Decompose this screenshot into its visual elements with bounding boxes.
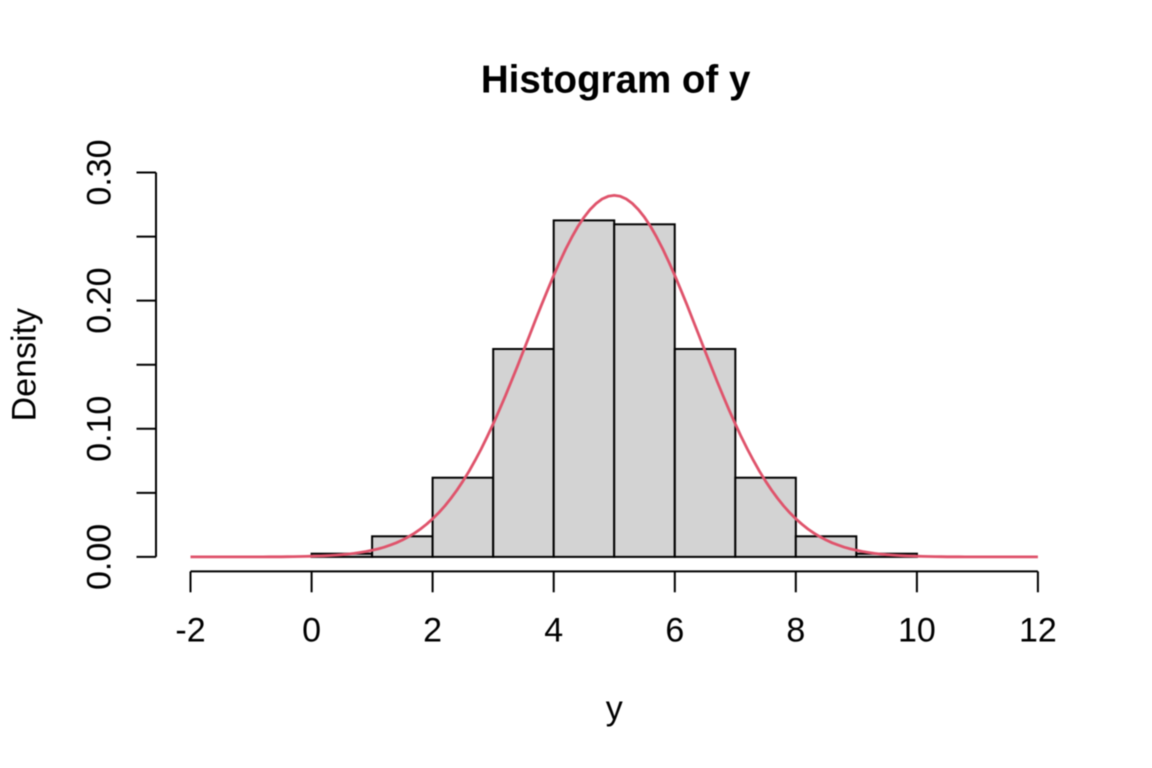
svg-text:0.20: 0.20 <box>81 268 119 334</box>
svg-text:y: y <box>606 690 623 728</box>
svg-text:0.10: 0.10 <box>81 396 119 462</box>
svg-text:6: 6 <box>665 612 684 650</box>
svg-text:2: 2 <box>423 612 442 650</box>
svg-text:Histogram of y: Histogram of y <box>481 58 751 101</box>
svg-text:8: 8 <box>786 612 805 650</box>
svg-text:0.30: 0.30 <box>81 139 119 205</box>
svg-text:-2: -2 <box>175 612 205 650</box>
svg-text:12: 12 <box>1019 612 1057 650</box>
svg-text:4: 4 <box>544 612 563 650</box>
svg-text:10: 10 <box>898 612 936 650</box>
svg-text:0.00: 0.00 <box>81 524 119 590</box>
svg-text:0: 0 <box>302 612 321 650</box>
svg-text:Density: Density <box>6 308 44 421</box>
